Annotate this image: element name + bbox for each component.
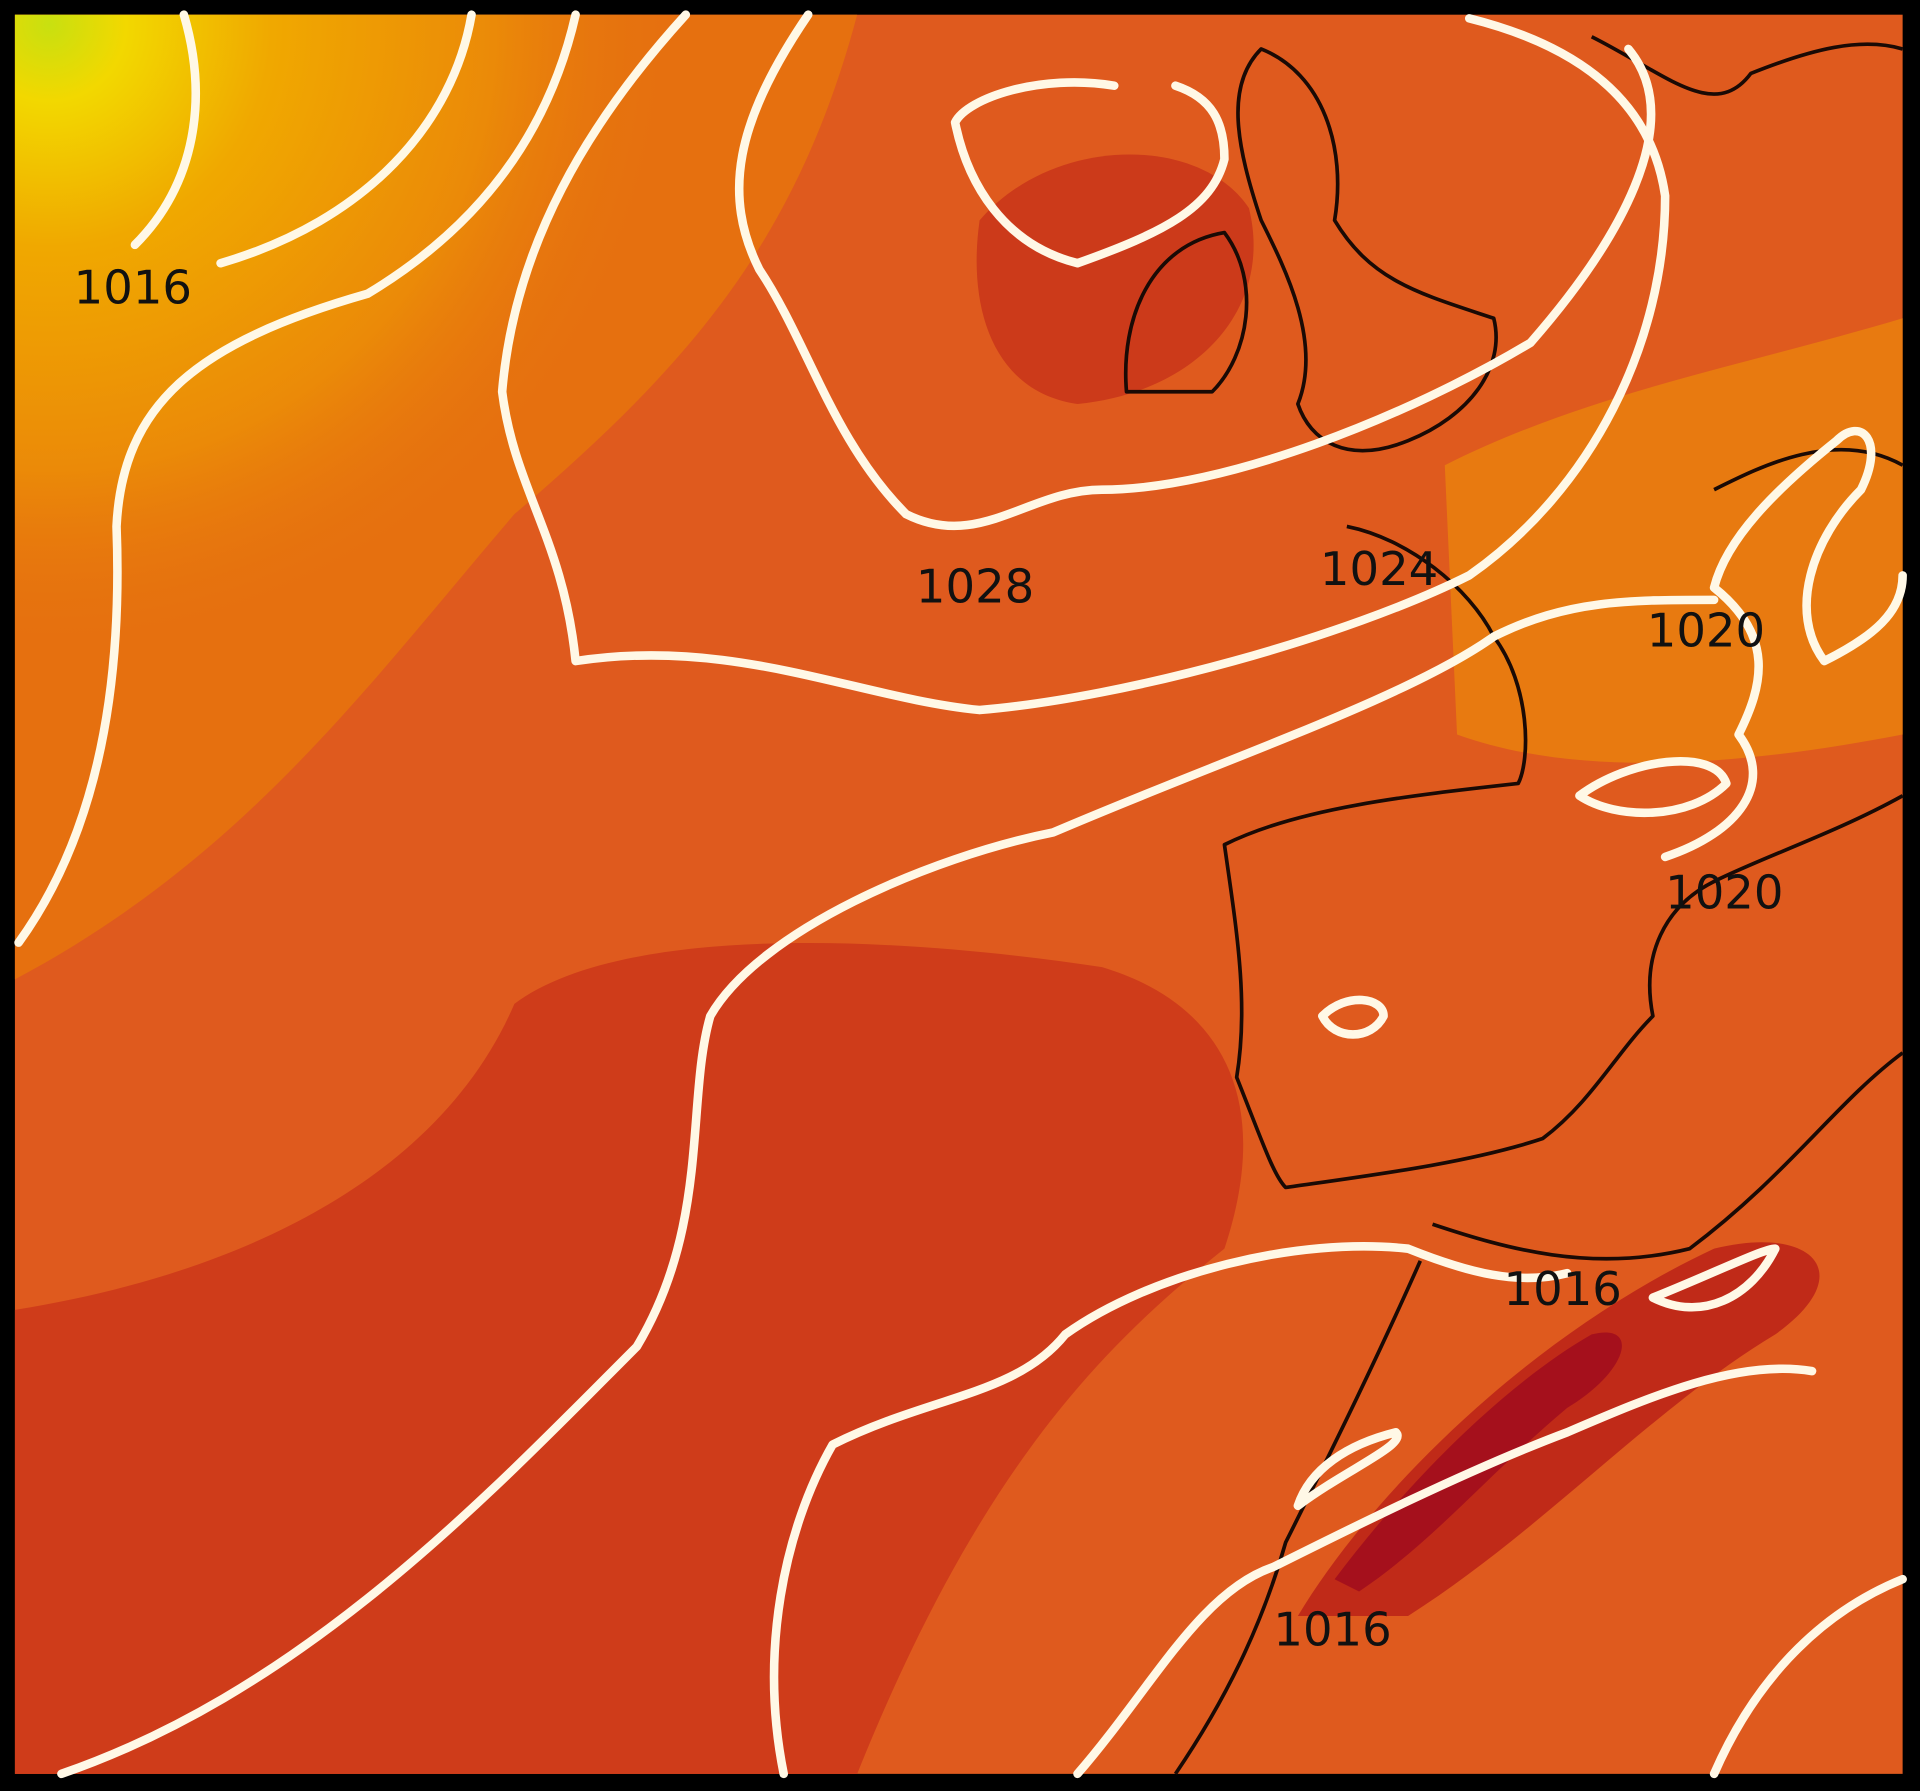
isobars (14, 10, 1907, 1779)
isobar-labels: 1016 1028 1024 1020 1020 1016 1016 (74, 261, 1784, 1657)
map-field (14, 14, 1903, 1774)
isobar-label: 1016 (1504, 1262, 1622, 1316)
coastlines (1123, 35, 1904, 1775)
isobar-label: 1016 (74, 261, 192, 315)
isobar-label: 1020 (1647, 603, 1765, 657)
isobar-label: 1028 (916, 559, 1034, 613)
isobar-label: 1020 (1665, 865, 1783, 919)
isobar-label: 1024 (1320, 542, 1438, 596)
isobar-label: 1016 (1273, 1602, 1391, 1656)
